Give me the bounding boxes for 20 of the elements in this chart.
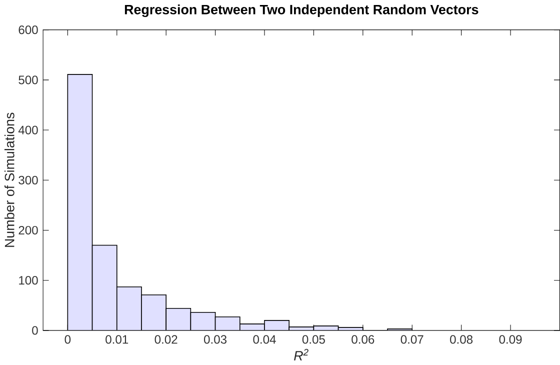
y-tick-label: 400 (18, 126, 38, 134)
y-tick-label: 600 (18, 26, 38, 34)
x-tick-label: 0.02 (154, 335, 178, 344)
y-tick-label: 300 (18, 176, 38, 185)
x-tick-label: 0.09 (499, 335, 522, 344)
y-tick-label: 200 (18, 226, 38, 235)
x-tick-label: 0.06 (352, 335, 374, 344)
y-axis-title: Number of Simulations (4, 112, 14, 248)
x-tick-label: 0.07 (400, 335, 424, 344)
y-tick-label: 100 (19, 276, 38, 285)
x-tick-label: 0.03 (204, 335, 227, 344)
x-axis-title: R$^{2}$ (294, 349, 308, 360)
y-tick-label: 0 (32, 326, 38, 335)
chart-title: Regression Between Two Independent Random Vectors (124, 4, 478, 18)
x-tick-label: 0 (64, 335, 71, 344)
x-tick-label: 0.04 (253, 335, 276, 344)
x-tick-label: 0.05 (302, 335, 325, 344)
y-tick-label: 500 (18, 76, 38, 84)
x-tick-label: 0.08 (450, 335, 473, 344)
x-tick-label: 0.01 (106, 335, 128, 344)
